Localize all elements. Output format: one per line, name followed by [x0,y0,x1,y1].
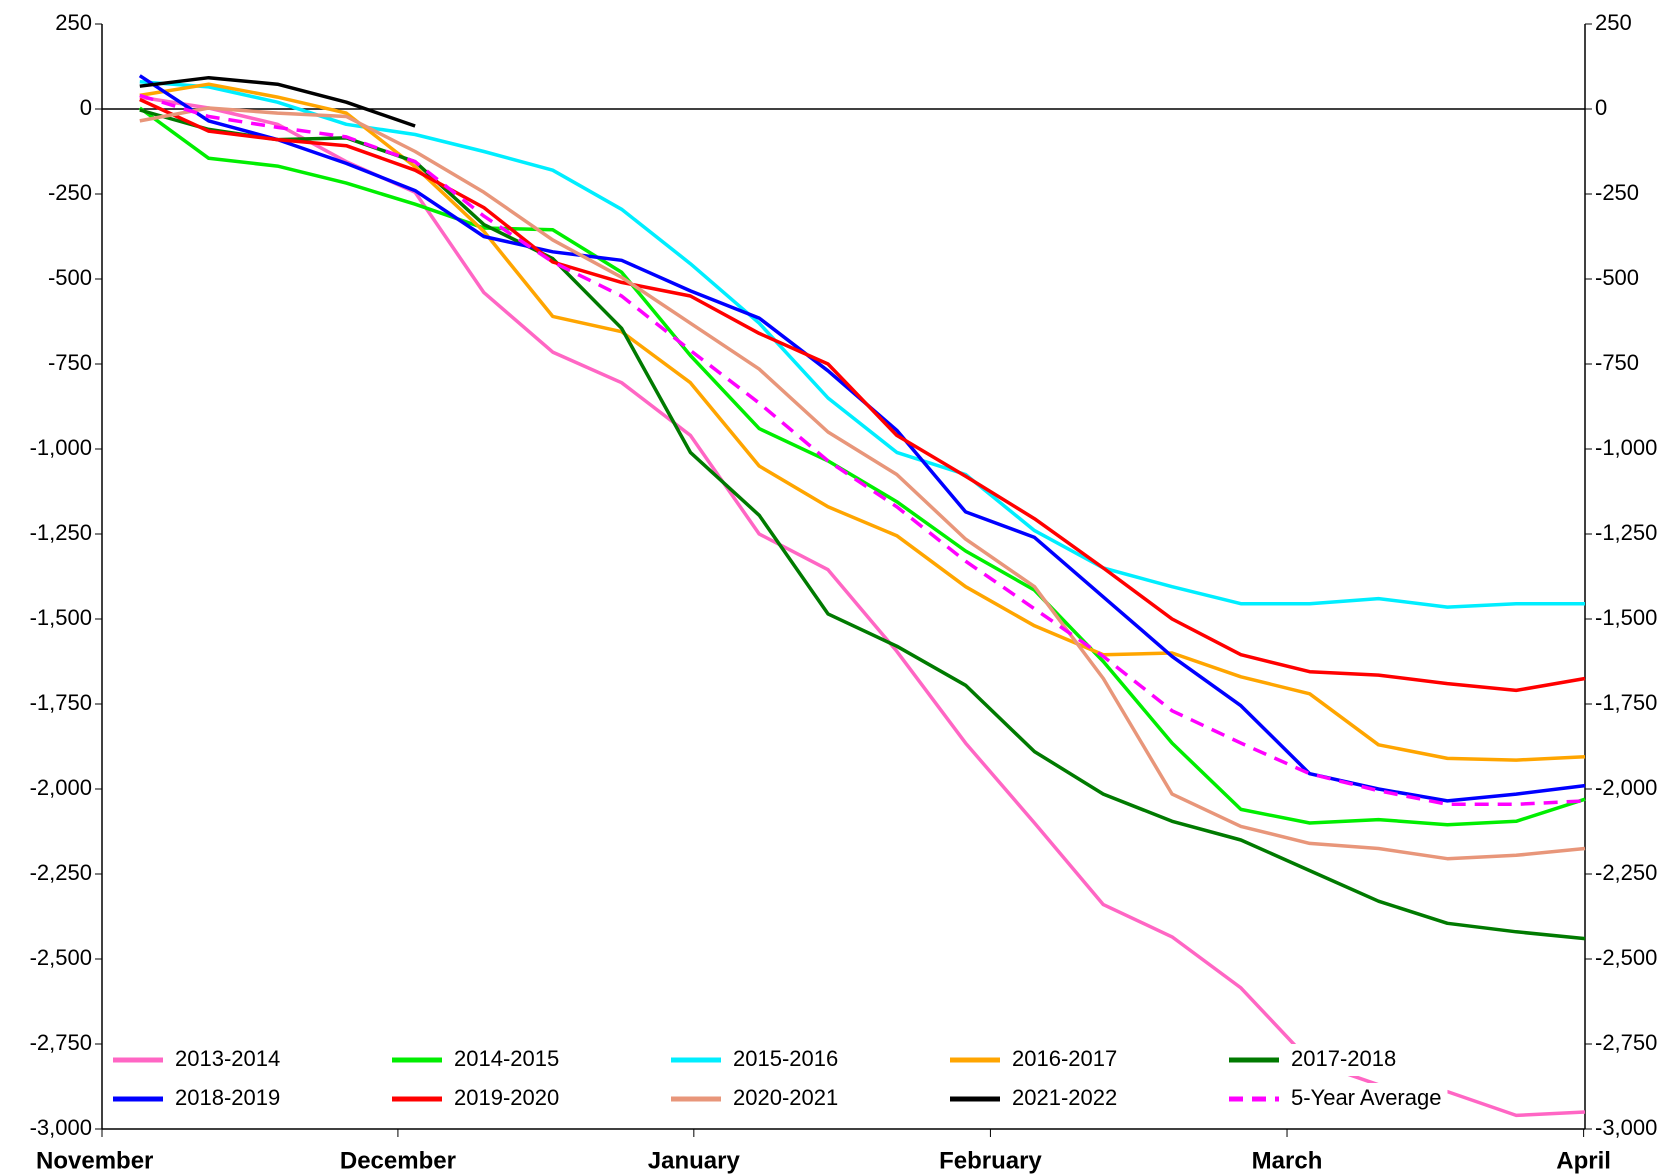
y2-tick-label: -3,000 [1595,1115,1657,1140]
y2-tick-label: -1,000 [1595,435,1657,460]
x-tick-label: November [36,1147,153,1174]
y-tick-label: -1,750 [30,690,92,715]
x-tick-label: February [939,1147,1042,1174]
y-tick-label: -2,000 [30,775,92,800]
series-line [139,82,1586,762]
legend-label: 2021-2022 [1012,1085,1117,1110]
y2-tick-label: -500 [1595,265,1639,290]
y2-tick-label: -250 [1595,180,1639,205]
legend-label: 2013-2014 [175,1046,280,1071]
y-tick-label: -1,250 [30,520,92,545]
y2-tick-label: -2,500 [1595,945,1657,970]
y-tick-label: -3,000 [30,1115,92,1140]
legend-label: 2015-2016 [733,1046,838,1071]
y2-tick-label: -2,750 [1595,1030,1657,1055]
legend-label: 2017-2018 [1291,1046,1396,1071]
y-tick-label: -500 [48,265,92,290]
series-line [139,93,1586,807]
legend-label: 2019-2020 [454,1085,559,1110]
series-line [139,97,1586,693]
y-tick-label: -2,500 [30,945,92,970]
y-tick-label: -2,250 [30,860,92,885]
y2-tick-label: 250 [1595,10,1632,35]
y2-tick-label: -1,750 [1595,690,1657,715]
y-tick-label: -2,750 [30,1030,92,1055]
series-line [139,95,1586,1118]
legend-label: 5-Year Average [1291,1085,1441,1110]
x-tick-label: January [648,1147,741,1174]
legend-label: 2018-2019 [175,1085,280,1110]
series-line [138,106,1586,827]
y2-tick-label: -2,000 [1595,775,1657,800]
y-tick-label: 0 [80,95,92,120]
y2-tick-label: 0 [1595,95,1607,120]
series-line [139,80,1585,609]
y-tick-label: 250 [55,10,92,35]
y2-tick-label: -2,250 [1595,860,1657,885]
legend-label: 2016-2017 [1012,1046,1117,1071]
x-tick-label: December [340,1147,456,1174]
y2-tick-label: -1,500 [1595,605,1657,630]
x-tick-label: March [1252,1147,1323,1174]
series-line [139,75,416,128]
y-tick-label: -1,500 [30,605,92,630]
legend-label: 2020-2021 [733,1085,838,1110]
series-line [139,106,1586,861]
y2-tick-label: -1,250 [1595,520,1657,545]
y-tick-label: -750 [48,350,92,375]
y2-tick-label: -750 [1595,350,1639,375]
y-tick-label: -1,000 [30,435,92,460]
legend-label: 2014-2015 [454,1046,559,1071]
y-tick-label: -250 [48,180,92,205]
series-line [139,108,1586,941]
x-tick-label: April [1556,1147,1611,1174]
